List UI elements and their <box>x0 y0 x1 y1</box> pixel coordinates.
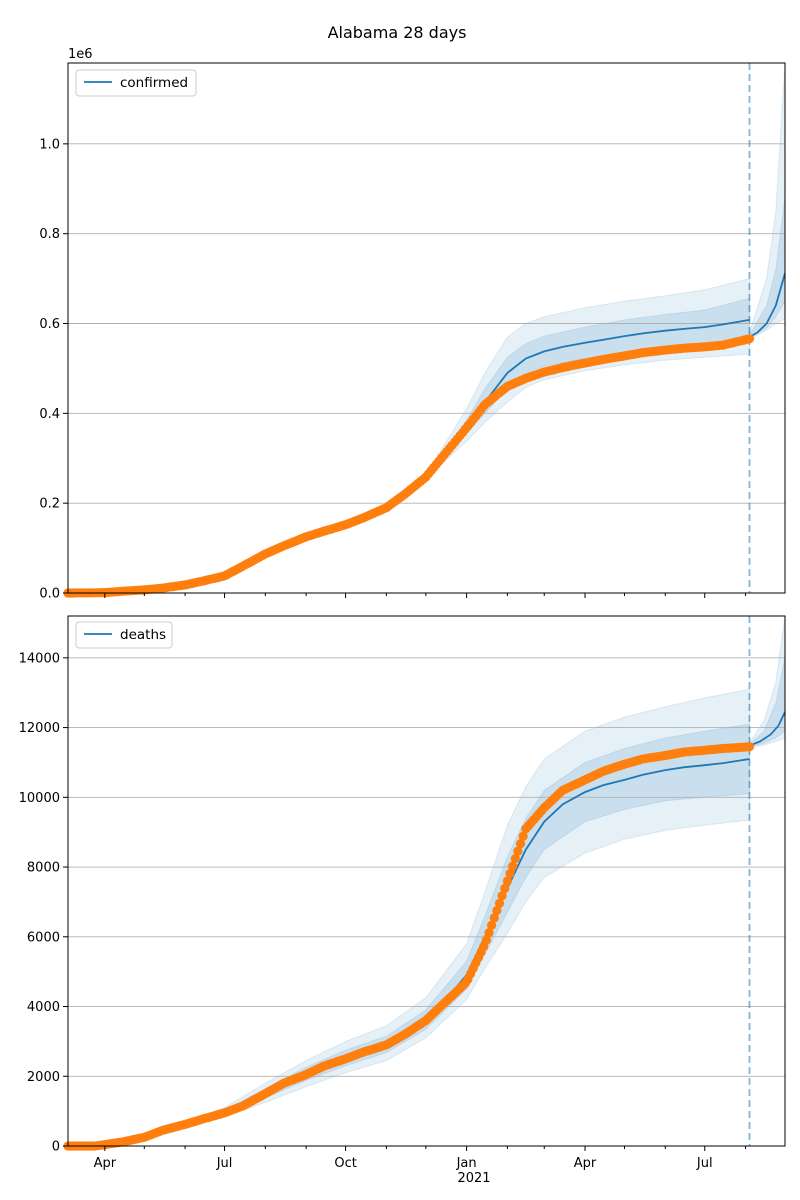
inner-band <box>143 723 750 1139</box>
x-tick-label: Jul <box>696 1156 713 1171</box>
observed-point <box>489 913 499 923</box>
forecast-inner-band <box>749 657 785 748</box>
x-tick-label: Jul <box>216 1156 233 1171</box>
confirmed-axes-frame <box>67 62 786 594</box>
legend-label-confirmed: confirmed <box>120 75 188 91</box>
observed-point <box>492 905 502 916</box>
confirmed-legend: confirmed <box>75 69 197 97</box>
forecast-line <box>749 711 785 747</box>
x-year-label: 2021 <box>457 1171 490 1186</box>
observed-point <box>510 854 520 864</box>
deaths-lines <box>68 616 785 1146</box>
observed-point <box>744 742 755 752</box>
legend-box <box>75 69 197 97</box>
deaths-axes-frame <box>67 615 786 1147</box>
x-tick-label: Jan <box>456 1156 477 1171</box>
observed-point <box>487 920 497 930</box>
y-tick-label: 12000 <box>19 721 60 736</box>
forecast-outer-band <box>749 63 785 341</box>
forecast-line <box>749 272 785 338</box>
y-tick-label: 14000 <box>19 651 60 666</box>
x-tick-label: Apr <box>574 1156 597 1171</box>
y-tick-label: 0.2 <box>39 497 60 512</box>
y-tick-label: 0 <box>52 1140 60 1155</box>
legend-label-deaths: deaths <box>120 627 166 643</box>
deaths-observed-points <box>63 742 755 1151</box>
y-tick-label: 4000 <box>27 1000 60 1015</box>
y-tick-label: 0.6 <box>39 317 60 332</box>
observed-point <box>497 891 507 901</box>
observed-point <box>518 831 528 841</box>
deaths-y-axis: 0 2000 4000 6000 8000 10000 12000 14000 <box>19 651 68 1155</box>
x-tick-label: Apr <box>94 1156 117 1171</box>
y-tick-label: 6000 <box>27 930 60 945</box>
observed-point <box>500 883 510 894</box>
observed-point <box>481 935 491 945</box>
confirmed-gridlines <box>68 143 785 594</box>
observed-point <box>516 839 526 849</box>
observed-point <box>744 334 755 344</box>
y-tick-label: 0.4 <box>39 407 60 422</box>
y-tick-label: 1.0 <box>39 137 60 152</box>
confirmed-y-axis: 0.0 0.2 0.4 0.6 0.8 1.0 <box>39 137 68 602</box>
y-tick-label: 2000 <box>27 1070 60 1085</box>
confirmed-observed-points <box>63 334 755 598</box>
observed-point <box>494 898 505 908</box>
forecast-outer-band <box>749 616 785 749</box>
deaths-uncertainty-bands <box>143 616 785 1139</box>
y-tick-label: 8000 <box>27 861 60 876</box>
legend-box <box>75 621 173 649</box>
observed-point <box>484 928 494 938</box>
y-tick-label: 10000 <box>19 791 60 806</box>
y-tick-label: 0.8 <box>39 227 60 242</box>
confirmed-x-ticks <box>104 593 747 598</box>
deaths-x-axis: Apr Jul Oct Jan Apr Jul <box>94 1146 747 1171</box>
observed-point <box>508 861 518 871</box>
observed-point <box>513 846 523 856</box>
observed-point <box>505 868 515 879</box>
x-tick-label: Oct <box>334 1156 356 1171</box>
confirmed-panel: 1e6 0.0 0.2 0.4 0.6 0.8 1.0 confirmed <box>39 47 786 602</box>
deaths-legend: deaths <box>75 621 173 649</box>
figure-title: Alabama 28 days <box>328 23 467 42</box>
observed-point <box>502 876 512 886</box>
confirmed-uncertainty-bands <box>385 63 785 510</box>
deaths-panel: 0 2000 4000 6000 8000 10000 12000 14000 Apr Jul O… <box>19 615 786 1186</box>
y-tick-label: 0.0 <box>39 587 60 602</box>
y-offset-label: 1e6 <box>68 47 93 62</box>
